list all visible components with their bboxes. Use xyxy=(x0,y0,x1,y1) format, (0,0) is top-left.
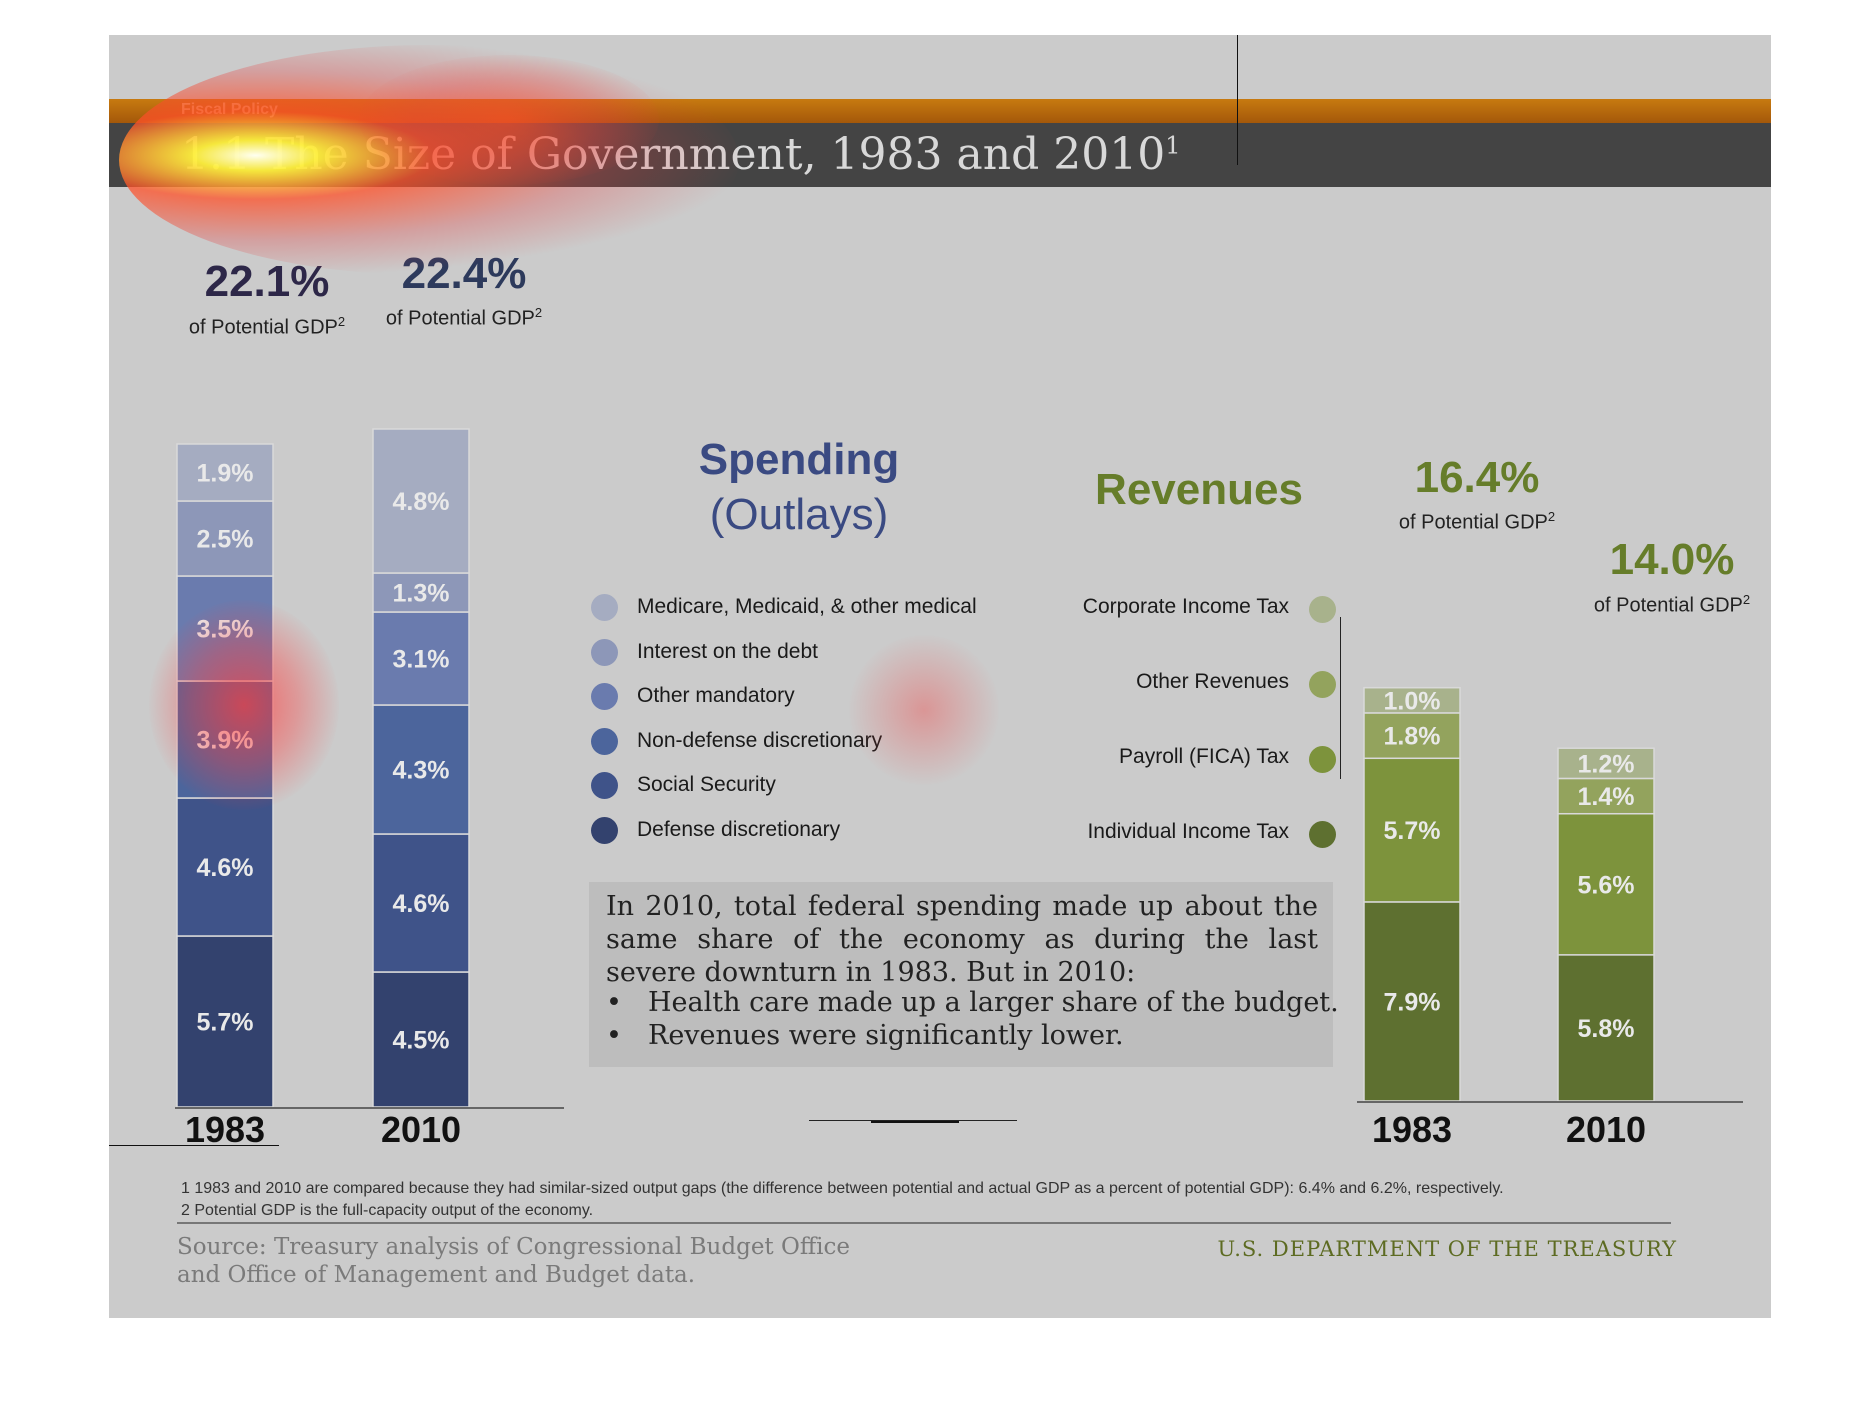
revenue-legend-swatch xyxy=(1309,596,1336,623)
spending-data-label: 1.3% xyxy=(393,580,450,608)
spending-data-label: 4.8% xyxy=(393,488,450,516)
spending-bar-segment xyxy=(176,797,274,937)
spending-legend-label: Medicare, Medicaid, & other medical xyxy=(637,595,977,618)
spending-gdp-label-2010: of Potential GDP2 xyxy=(385,305,543,330)
revenue-data-label: 5.6% xyxy=(1578,871,1635,899)
spending-data-label: 3.9% xyxy=(197,727,254,755)
spending-subtitle: (Outlays) xyxy=(709,490,889,539)
revenue-bar-segment xyxy=(1363,757,1461,903)
revenue-data-label: 1.0% xyxy=(1384,687,1441,715)
revenue-bar-segment xyxy=(1363,686,1461,714)
spending-legend-label: Interest on the debt xyxy=(637,639,818,663)
spending-category-label: 2010 xyxy=(381,1109,461,1150)
source-note: Source: Treasury analysis of Congression… xyxy=(177,1234,851,1288)
spending-data-label: 5.7% xyxy=(197,1009,254,1037)
vertical-rule xyxy=(1237,35,1238,165)
revenue-total-1983: 16.4% xyxy=(1414,453,1540,502)
revenue-legend-label: Individual Income Tax xyxy=(1087,820,1289,843)
summary-paragraph: In 2010, total federal spending made up … xyxy=(606,891,1318,988)
spending-bar-segment xyxy=(372,704,470,835)
spending-bar-segment xyxy=(176,500,274,577)
revenue-category-label: 1983 xyxy=(1372,1109,1452,1150)
revenue-bar-segment xyxy=(1363,712,1461,760)
spending-legend-swatch xyxy=(591,683,618,711)
footnote-1: 1 1983 and 2010 are compared because the… xyxy=(181,1180,1504,1197)
spending-bar-segment xyxy=(176,443,274,502)
spending-data-label: 3.1% xyxy=(393,646,450,674)
revenue-legend-swatch xyxy=(1309,821,1336,848)
revenue-legend-label: Other Revenues xyxy=(1136,670,1289,693)
summary-bullet: • Health care made up a larger share of t… xyxy=(606,987,1339,1018)
spending-legend-swatch xyxy=(591,594,618,621)
spending-legend-swatch xyxy=(591,817,618,844)
spending-legend-label: Other mandatory xyxy=(637,684,795,708)
spending-data-label: 4.6% xyxy=(197,854,254,882)
spending-legend-swatch xyxy=(591,638,618,666)
spending-data-label: 4.5% xyxy=(393,1027,450,1055)
spending-data-label: 2.5% xyxy=(197,526,254,554)
spending-data-label: 4.6% xyxy=(393,890,450,918)
spending-legend-label: Social Security xyxy=(637,773,776,797)
revenue-bar-segment xyxy=(1557,747,1655,780)
spending-legend-label: Defense discretionary xyxy=(637,818,841,841)
revenue-legend-rule xyxy=(1340,617,1341,779)
title-footnote-ref: 1 xyxy=(1165,131,1181,160)
revenue-data-label: 5.8% xyxy=(1578,1015,1635,1043)
spending-legend-swatch xyxy=(591,727,618,755)
summary-bullet: • Revenues were significantly lower. xyxy=(606,1020,1124,1051)
revenue-category-label: 2010 xyxy=(1566,1109,1646,1150)
revenue-data-label: 1.4% xyxy=(1578,783,1635,811)
decorative-rule xyxy=(809,1120,1017,1121)
revenue-bar-segment xyxy=(1557,954,1655,1102)
revenues-title: Revenues xyxy=(1095,465,1303,514)
spending-bar-segment xyxy=(372,833,470,973)
spending-legend-swatch xyxy=(591,772,618,800)
revenue-gdp-label-1983: of Potential GDP2 xyxy=(1398,509,1556,534)
spending-bar-segment xyxy=(372,611,470,706)
revenue-legend-swatch xyxy=(1309,746,1336,773)
revenue-bar-segment xyxy=(1557,812,1655,956)
spending-data-label: 4.3% xyxy=(393,757,450,785)
revenue-data-label: 5.7% xyxy=(1384,817,1441,845)
spending-data-label: 3.5% xyxy=(197,616,254,644)
revenue-data-label: 1.8% xyxy=(1384,723,1441,751)
revenue-total-2010: 14.0% xyxy=(1609,535,1735,584)
spending-gdp-label-1983: of Potential GDP2 xyxy=(188,314,346,339)
spending-data-label: 1.9% xyxy=(197,460,254,488)
spending-title: Spending xyxy=(698,435,900,484)
spending-bar-segment xyxy=(372,971,470,1108)
summary-note: In 2010, total federal spending made up … xyxy=(589,882,1339,1067)
spending-legend-label: Non-defense discretionary xyxy=(637,728,883,752)
revenue-legend-swatch xyxy=(1309,671,1336,698)
revenue-gdp-label-2010: of Potential GDP2 xyxy=(1593,592,1751,617)
revenue-data-label: 7.9% xyxy=(1384,988,1441,1016)
agency-name: U.S. DEPARTMENT OF THE TREASURY xyxy=(1217,1237,1677,1261)
revenue-data-label: 1.2% xyxy=(1578,750,1635,778)
revenue-legend-label: Payroll (FICA) Tax xyxy=(1119,745,1289,768)
decorative-rule xyxy=(109,1145,279,1146)
spending-bar-segment xyxy=(176,935,274,1108)
decorative-rule xyxy=(871,1121,959,1123)
spending-bar-segment xyxy=(372,572,470,613)
stacked-bar-charts: 5.7% 4.6% 3.9% 3.5% 2.5% 1.9% 1983 4.5% 4.6% 4.3%… xyxy=(175,428,1743,1150)
revenue-legend-label: Corporate Income Tax xyxy=(1082,595,1289,618)
spending-category-label: 1983 xyxy=(185,1109,265,1150)
footnote-2: 2 Potential GDP is the full-capacity out… xyxy=(181,1202,594,1219)
footer-rule xyxy=(177,1222,1671,1224)
slide: Fiscal Policy 1.1 The Size of Government… xyxy=(109,35,1771,1318)
spending-bar-segment xyxy=(372,428,470,574)
